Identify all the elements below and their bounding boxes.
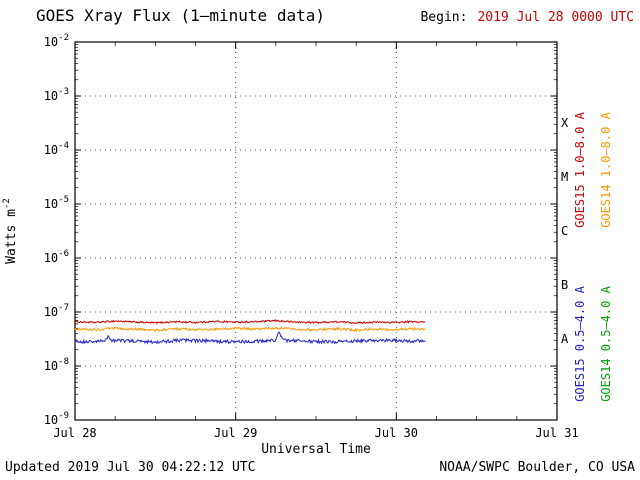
x-tick-label: Jul 30 (375, 426, 418, 440)
source-attribution: NOAA/SWPC Boulder, CO USA (439, 460, 635, 475)
y-tick-label: 10-2 (44, 33, 69, 49)
x-tick-label: Jul 31 (535, 426, 578, 440)
y-tick-label: 10-9 (44, 411, 69, 427)
x-axis-label: Universal Time (261, 442, 371, 457)
y-tick-label: 10-7 (44, 303, 69, 319)
begin-time: Begin: 2019 Jul 28 0000 UTC (420, 10, 634, 25)
legend-goes14-short: GOES14 0.5–4.0 A (599, 285, 613, 401)
flare-class-m: M (561, 170, 568, 184)
legend-goes15-long: GOES15 1.0–8.0 A (573, 111, 587, 227)
legend-goes14-long: GOES14 1.0–8.0 A (599, 111, 613, 227)
flare-class-b: B (561, 278, 568, 292)
flare-class-x: X (561, 116, 569, 130)
plot-border (74, 41, 558, 421)
begin-value: 2019 Jul 28 0000 UTC (477, 10, 634, 25)
series-goes15-long (74, 318, 426, 325)
flare-class-c: C (561, 224, 568, 238)
legend-goes15-short: GOES15 0.5–4.0 A (573, 285, 587, 401)
flare-class-a: A (561, 332, 569, 346)
x-tick-label: Jul 28 (53, 426, 96, 440)
updated-timestamp: Updated 2019 Jul 30 04:22:12 UTC (5, 460, 256, 475)
y-tick-label: 10-3 (44, 87, 69, 103)
y-axis-label: Watts m-2 (2, 198, 19, 264)
series-goes15-short (74, 331, 426, 345)
y-tick-label: 10-5 (44, 195, 69, 211)
x-tick-label: Jul 29 (214, 426, 257, 440)
page-title: GOES Xray Flux (1–minute data) (36, 6, 325, 25)
begin-label: Begin: (420, 10, 468, 25)
y-tick-label: 10-4 (44, 141, 69, 157)
y-tick-label: 10-8 (44, 357, 69, 373)
series-goes14-long (74, 326, 426, 333)
y-tick-label: 10-6 (44, 249, 69, 265)
